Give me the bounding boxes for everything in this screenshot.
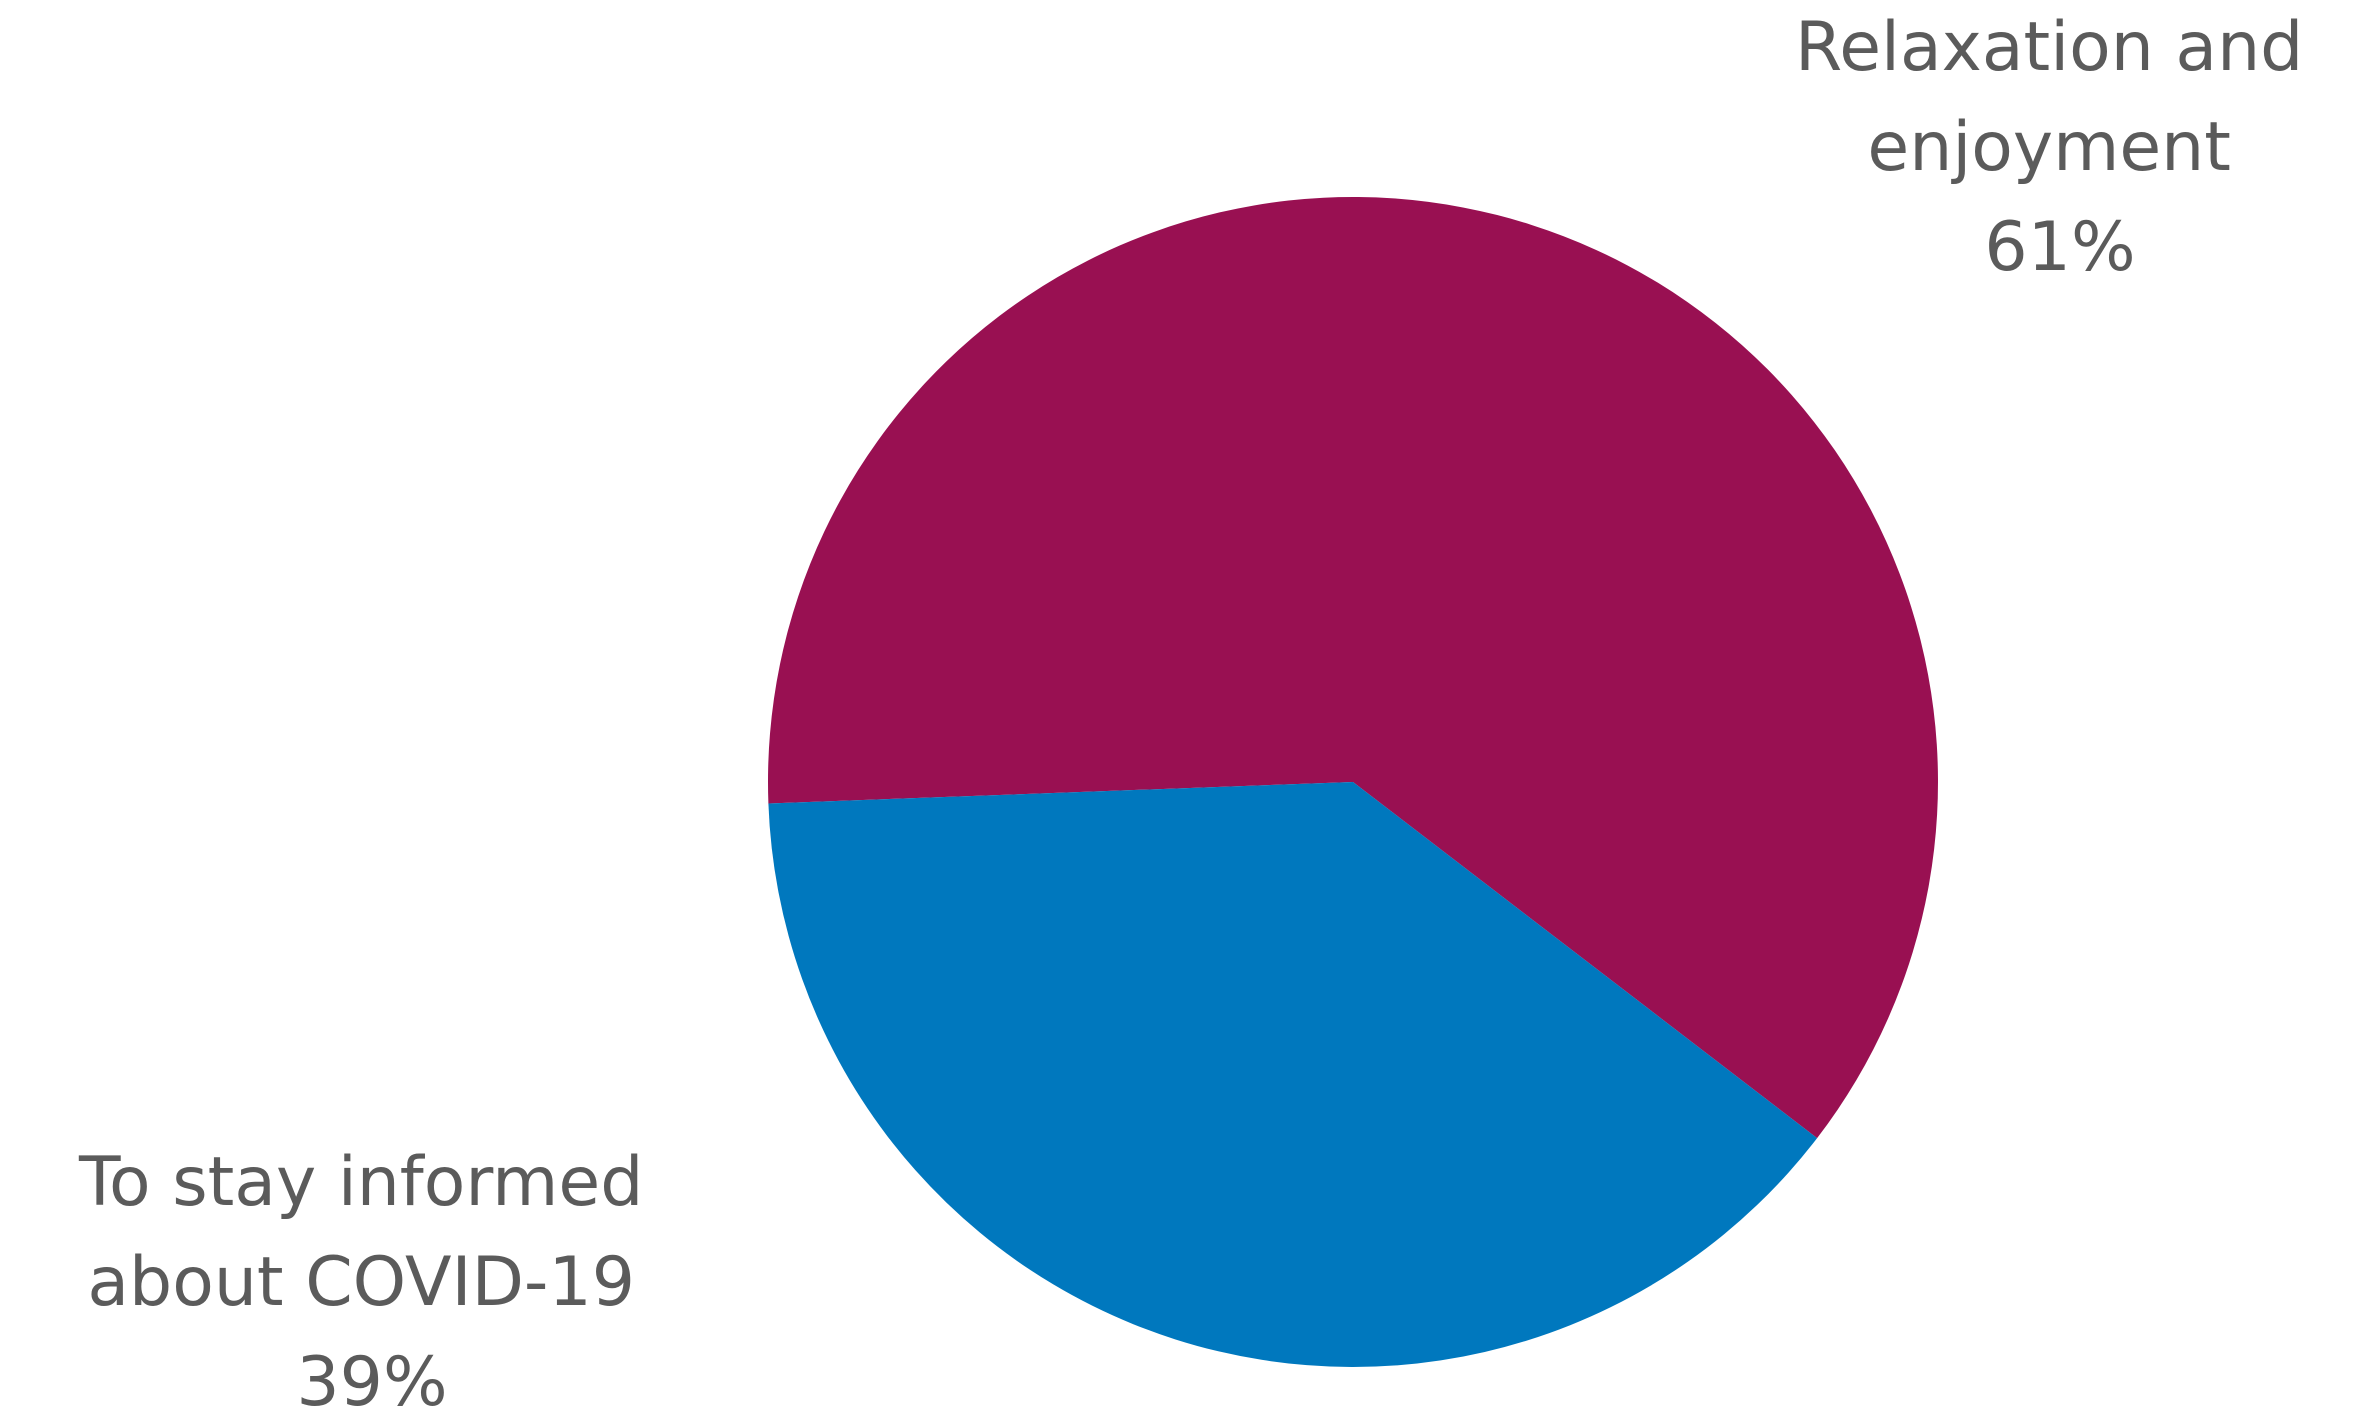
slice-value-covid: 39% [296,1343,447,1410]
pie-slice-covid [768,782,1818,1368]
slice-label-relaxation-line-1: Relaxation and [1795,8,2303,87]
pie-slices [767,197,1938,1368]
slice-label-covid: To stay informed about COVID-19 39% [78,1143,665,1410]
pie-labels: Relaxation and enjoyment 61% To stay inf… [78,8,2325,1410]
slice-value-relaxation: 61% [1984,208,2135,287]
pie-slice-relaxation [767,197,1938,1139]
slice-label-relaxation-line-2: enjoyment [1867,108,2231,187]
slice-label-relaxation: Relaxation and enjoyment 61% [1795,8,2325,287]
slice-label-covid-line-2: about COVID-19 [87,1243,635,1322]
slice-label-covid-line-1: To stay informed [78,1143,643,1222]
